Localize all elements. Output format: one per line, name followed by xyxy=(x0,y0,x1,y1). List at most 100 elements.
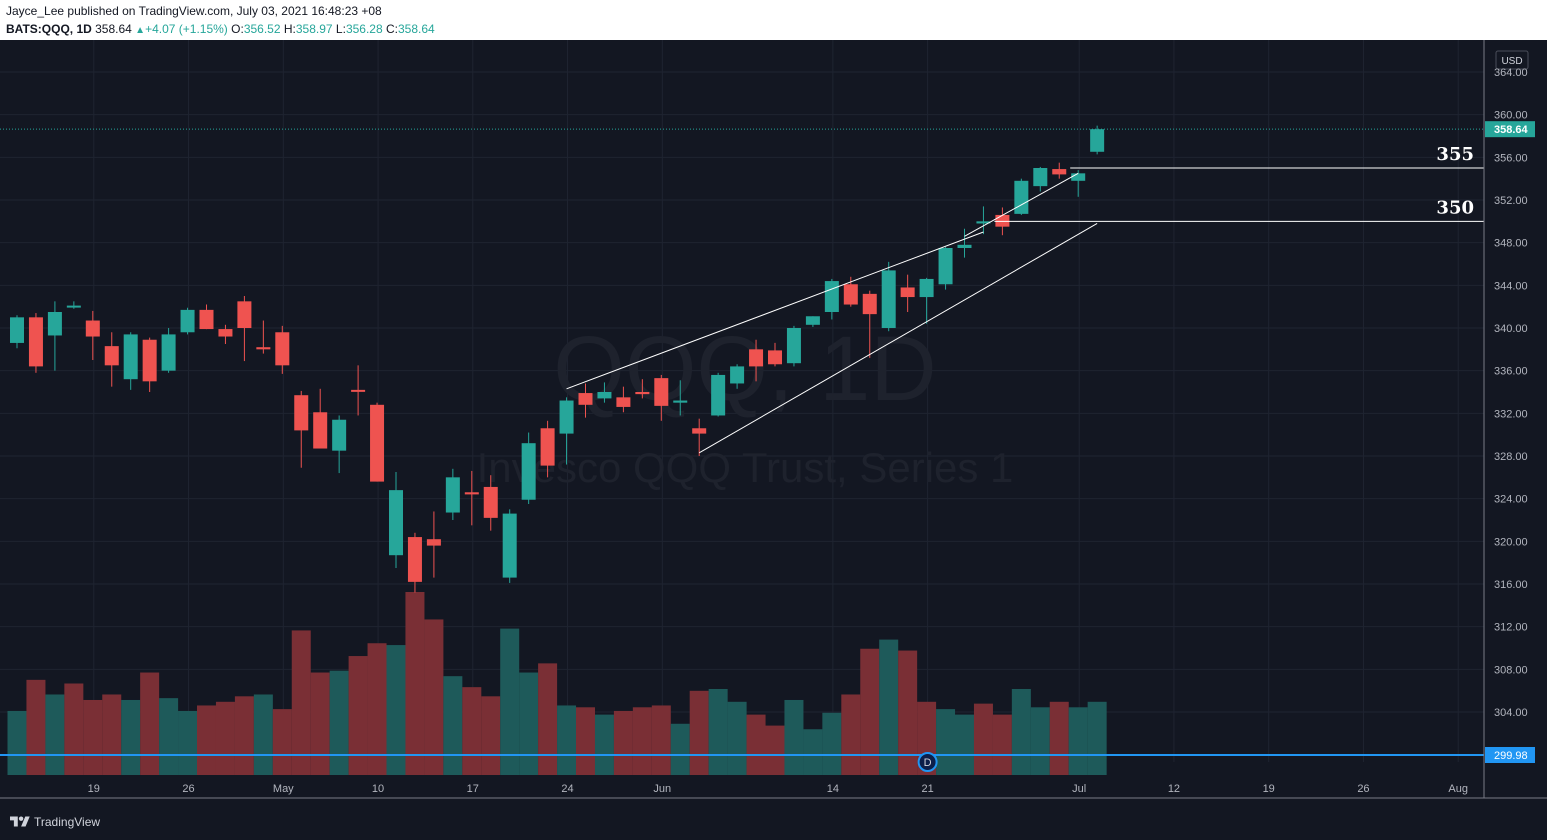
volume-bar xyxy=(519,672,539,775)
candle xyxy=(976,206,991,235)
candle-body xyxy=(370,404,385,482)
footer-bar: TradingView xyxy=(0,804,1547,840)
tradingview-brand[interactable]: TradingView xyxy=(34,815,101,829)
candle-body xyxy=(692,428,707,434)
candle xyxy=(635,379,650,399)
candle-body xyxy=(237,301,252,328)
candle-body xyxy=(919,278,934,298)
volume-bar xyxy=(1049,701,1069,775)
candles xyxy=(0,125,1484,593)
candle-body xyxy=(881,270,896,328)
candle-body xyxy=(616,397,631,407)
candle-body xyxy=(673,400,688,403)
horizontal-line-label-355: 355 xyxy=(1436,144,1474,165)
candle xyxy=(332,415,347,474)
volume-bar xyxy=(992,714,1012,775)
y-tick-label: 316.00 xyxy=(1494,579,1528,591)
candle xyxy=(464,470,479,526)
candle-body xyxy=(749,349,764,367)
volume-bar xyxy=(746,714,766,775)
candle-body xyxy=(635,392,650,395)
symbol-label[interactable]: BATS:QQQ, 1D xyxy=(6,22,92,36)
candle xyxy=(900,274,915,312)
candle-body xyxy=(275,332,290,366)
candle-body xyxy=(976,221,991,224)
candle-body xyxy=(218,329,233,337)
candle-body xyxy=(843,284,858,305)
candle xyxy=(654,374,669,421)
volume-bar xyxy=(822,712,842,775)
candle xyxy=(1033,166,1048,192)
y-tick-label: 360.00 xyxy=(1494,110,1528,122)
candle xyxy=(275,325,290,374)
candle xyxy=(389,472,403,568)
candle-body xyxy=(768,350,782,365)
candle xyxy=(10,315,24,349)
last-price-badge xyxy=(1485,121,1535,138)
candle-body xyxy=(142,339,157,382)
candle xyxy=(711,372,726,417)
volume-bar xyxy=(83,699,103,775)
watermark-description: Invesco QQQ Trust, Series 1 xyxy=(477,444,1014,491)
volume-bar xyxy=(727,701,747,775)
y-tick-label: 356.00 xyxy=(1494,152,1528,164)
y-tick-label: 348.00 xyxy=(1494,238,1528,250)
candle xyxy=(578,383,593,418)
candle xyxy=(1014,178,1029,215)
price-chart[interactable]: QQQ, 1D Invesco QQQ Trust, Series 1 355 3… xyxy=(0,40,1547,804)
price-change: +4.07 (+1.15%) xyxy=(145,22,228,36)
candle-body xyxy=(805,316,820,325)
candle xyxy=(919,277,934,324)
candle xyxy=(445,468,460,520)
candle xyxy=(351,365,366,416)
candle xyxy=(28,313,43,373)
volume-bar xyxy=(860,648,880,775)
author-name[interactable]: Jayce_Lee xyxy=(6,4,65,18)
y-tick-label: 336.00 xyxy=(1494,366,1528,378)
candle xyxy=(66,301,81,309)
volume-ma-label: 299.98 xyxy=(1494,750,1528,762)
volume-bar xyxy=(462,687,482,775)
dividend-circle xyxy=(917,752,938,772)
volume-bar xyxy=(1011,688,1031,775)
candle xyxy=(123,332,138,390)
candle xyxy=(957,228,972,258)
x-tick-label: Jul xyxy=(1072,783,1086,795)
x-tick-label: 17 xyxy=(467,783,479,795)
candle-body xyxy=(483,486,498,518)
volume-bar xyxy=(803,729,823,775)
candle xyxy=(47,301,62,371)
candle-body xyxy=(559,400,574,434)
volume-bar xyxy=(841,694,861,775)
last-price-label: 358.64 xyxy=(1494,124,1529,136)
candle-body xyxy=(313,412,328,449)
y-tick-label: 324.00 xyxy=(1494,494,1528,506)
candle-body xyxy=(578,393,593,405)
candle xyxy=(407,532,422,593)
candle xyxy=(786,325,801,367)
x-tick-label: May xyxy=(273,783,294,795)
volume-bar xyxy=(784,699,804,775)
candle-body xyxy=(938,248,953,285)
open-label: O: xyxy=(231,22,244,36)
y-tick-label: 328.00 xyxy=(1494,451,1528,463)
candle xyxy=(749,339,764,382)
candle-body xyxy=(1090,129,1105,152)
x-tick-label: 14 xyxy=(827,783,839,795)
volume-bar xyxy=(140,672,160,775)
y-tick-label: 344.00 xyxy=(1494,280,1528,292)
volume-bar xyxy=(557,705,577,775)
candle xyxy=(104,332,119,387)
candle xyxy=(370,402,385,482)
watermark: QQQ, 1D Invesco QQQ Trust, Series 1 xyxy=(477,318,1014,491)
ohlc-legend: BATS:QQQ, 1D 358.64 ▲+4.07 (+1.15%) O:35… xyxy=(6,22,435,36)
candle xyxy=(199,304,214,330)
y-tick-label: 332.00 xyxy=(1494,408,1528,420)
volume-bar xyxy=(613,710,633,775)
candle xyxy=(502,509,517,583)
volume-bar xyxy=(253,694,273,775)
volume-bar xyxy=(632,707,652,775)
price-axis xyxy=(1484,40,1547,804)
volume-ma-badge xyxy=(1485,747,1535,763)
tradingview-logo-icon[interactable] xyxy=(10,814,30,830)
